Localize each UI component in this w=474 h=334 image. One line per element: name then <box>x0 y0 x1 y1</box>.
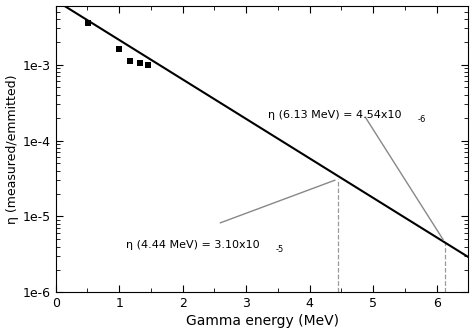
Point <box>145 63 152 68</box>
Text: η (4.44 MeV) = 3.10x10: η (4.44 MeV) = 3.10x10 <box>126 240 259 250</box>
Y-axis label: η (measured/emmitted): η (measured/emmitted) <box>6 74 18 224</box>
Text: -5: -5 <box>276 245 284 254</box>
Point <box>126 59 134 64</box>
Point <box>137 60 144 66</box>
X-axis label: Gamma energy (MeV): Gamma energy (MeV) <box>186 314 338 328</box>
Text: η (6.13 MeV) = 4.54x10: η (6.13 MeV) = 4.54x10 <box>268 110 402 120</box>
Point <box>115 46 123 52</box>
Text: -6: -6 <box>418 115 426 124</box>
Point <box>84 21 92 26</box>
